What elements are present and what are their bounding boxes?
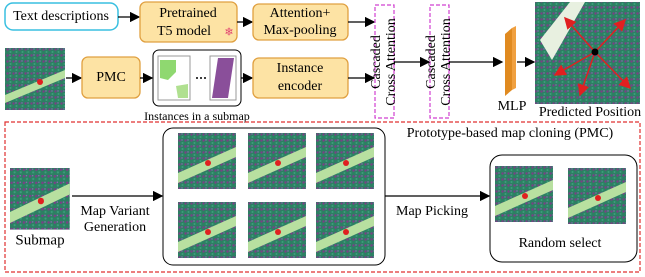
instances-caption: Instances in a submap (144, 109, 250, 123)
variant-label: Generation (84, 220, 146, 235)
pmc-label: PMC (96, 70, 126, 85)
attention-label: Max-pooling (263, 23, 336, 38)
picked-image (495, 166, 553, 222)
variant-image (316, 133, 374, 189)
variant-image (248, 202, 306, 258)
mlp-bar (512, 26, 516, 90)
attention-label: Attention+ (270, 6, 331, 21)
cascaded-label: Cascaded (424, 35, 439, 89)
t5-label: T5 model (157, 24, 211, 39)
submap-label: Submap (15, 232, 64, 248)
picking-label: Map Picking (396, 204, 468, 219)
encoder-label: encoder (278, 79, 323, 94)
variant-image (316, 202, 374, 258)
pmc-title: Prototype-based map cloning (PMC) (407, 126, 614, 141)
submap-image (10, 168, 70, 230)
text-label: Text descriptions (13, 9, 109, 24)
variant-image (248, 133, 306, 189)
ellipsis-dot (200, 77, 202, 79)
variant-image (178, 202, 236, 258)
predicted-dot (592, 49, 599, 56)
variant-image (178, 133, 236, 189)
variant-label: Map Variant (80, 204, 149, 219)
ellipsis-dot (196, 77, 198, 79)
position-dot (37, 79, 43, 85)
diagram: Text descriptions Pretrained T5 model ❄ … (0, 0, 645, 277)
snowflake-icon: ❄ (224, 27, 233, 39)
encoder-label: Instance (277, 61, 324, 76)
predicted-label: Predicted Position (539, 105, 641, 120)
random-label: Random select (519, 236, 602, 251)
ellipsis-dot (204, 77, 206, 79)
mlp-label: MLP (498, 99, 527, 114)
t5-label: Pretrained (159, 6, 217, 21)
cascaded-label: Cascaded (369, 35, 384, 89)
instance-shape (176, 84, 188, 98)
mlp-bar (505, 28, 512, 96)
picked-image (568, 168, 626, 224)
